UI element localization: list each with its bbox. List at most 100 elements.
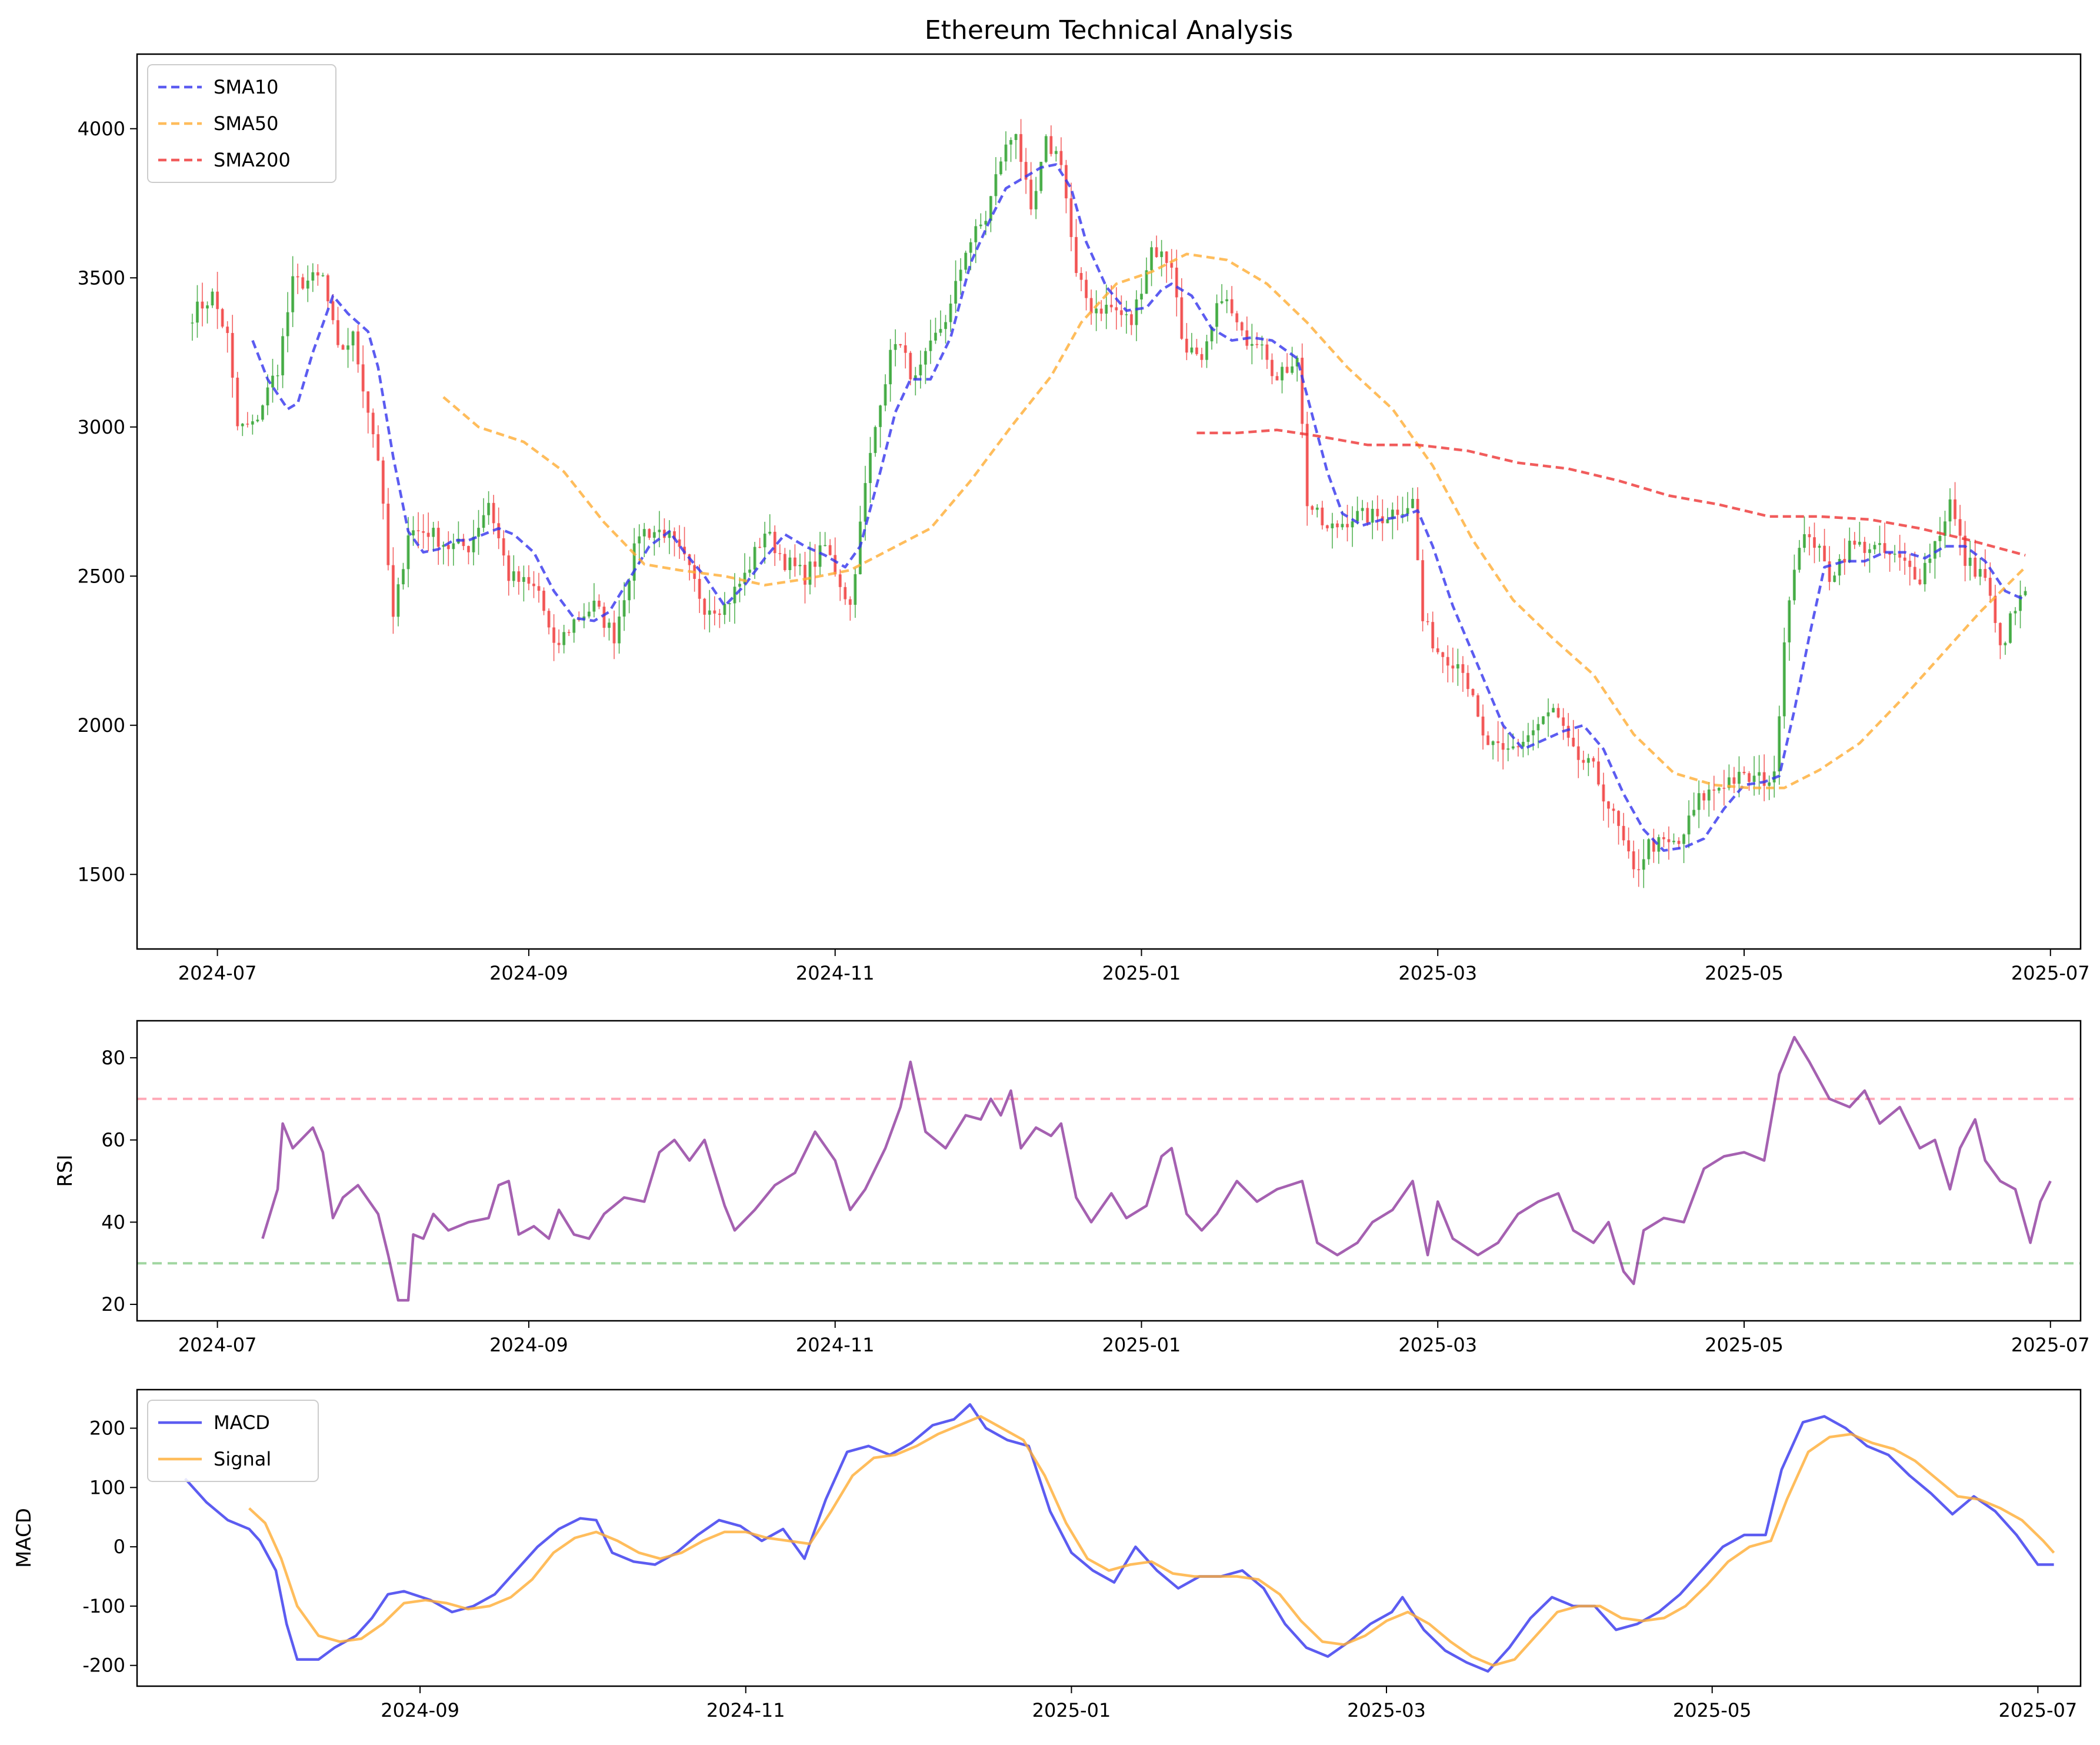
- candle-body: [432, 528, 435, 537]
- candle-body: [1994, 595, 1997, 623]
- candle-body: [416, 530, 420, 531]
- rsi-xtick-label: 2025-03: [1398, 1334, 1477, 1356]
- rsi-line: [261, 1035, 2052, 1302]
- candle-body: [1632, 851, 1635, 870]
- candle-body: [1416, 499, 1419, 561]
- candle-body: [532, 584, 535, 587]
- candle-body: [1089, 298, 1093, 314]
- candle-body: [1536, 724, 1540, 731]
- macd-axes-frame: [136, 1388, 2082, 1687]
- candle-body: [497, 523, 501, 538]
- rsi-xtick-label: 2025-07: [2011, 1334, 2090, 1356]
- price-ytick-label: 4000: [78, 118, 125, 140]
- candle-body: [366, 391, 370, 413]
- candle-body: [1305, 424, 1309, 507]
- candle-body: [1848, 541, 1851, 562]
- candle-body: [723, 604, 726, 615]
- candle-body: [1506, 748, 1510, 750]
- candle-body: [271, 375, 275, 388]
- candle-body: [1281, 367, 1284, 381]
- candle-body: [818, 545, 822, 567]
- candle-body: [949, 304, 952, 322]
- candle-body: [1476, 695, 1480, 717]
- macd-ytick-label: -100: [82, 1595, 125, 1617]
- candle-body: [628, 581, 631, 601]
- candle-body: [1742, 771, 1746, 774]
- candle-body: [452, 543, 455, 550]
- candle-body: [1426, 621, 1429, 622]
- candle-body: [1270, 359, 1274, 377]
- candle-body: [864, 483, 867, 522]
- candle-body: [602, 607, 606, 628]
- candle-body: [1602, 784, 1605, 802]
- candle-body: [1009, 139, 1013, 145]
- macd-ytick-label: 200: [89, 1417, 125, 1440]
- candle-body: [1095, 308, 1098, 314]
- rsi-ylabel: RSI: [54, 1154, 77, 1187]
- candle-body: [221, 309, 224, 327]
- macd-xtick-label: 2024-09: [381, 1699, 459, 1721]
- price-xtick-label: 2024-07: [178, 962, 257, 984]
- candle-body: [1501, 743, 1505, 750]
- candle-body: [346, 345, 350, 350]
- candle-body: [1511, 746, 1515, 749]
- candle-body: [442, 545, 445, 547]
- candle-body: [1180, 297, 1184, 339]
- price-ytick-label: 3000: [78, 416, 125, 438]
- rsi-ytick-label: 80: [101, 1047, 125, 1069]
- candle-body: [1637, 869, 1641, 871]
- candle-body: [527, 577, 531, 584]
- macd-panel: -200 -100 0 100 200 2024-09 2024-11 2025-01 2025…: [12, 1388, 2082, 1721]
- candle-body: [1768, 782, 1771, 786]
- candle-body: [1964, 535, 1967, 566]
- candle-body: [874, 427, 877, 453]
- candle-body: [1853, 541, 1856, 545]
- candle-body: [974, 226, 978, 242]
- candle-body: [1260, 344, 1264, 346]
- price-legend-label: SMA50: [214, 112, 279, 135]
- price-legend-label: SMA200: [214, 149, 291, 171]
- candle-body: [642, 529, 646, 537]
- candle-body: [396, 584, 400, 617]
- candle-body: [1351, 521, 1354, 528]
- candle-body: [889, 349, 892, 385]
- candle-body: [1697, 793, 1701, 810]
- candle-body: [507, 555, 511, 581]
- candle-body: [597, 600, 601, 607]
- candle-body: [924, 351, 927, 365]
- macd-ytick-label: -200: [82, 1654, 125, 1677]
- candle-body: [562, 632, 566, 645]
- candle-body: [834, 555, 837, 575]
- candle-body: [211, 291, 214, 306]
- candle-body: [1135, 299, 1138, 325]
- candle-body: [1190, 347, 1194, 353]
- candle-body: [899, 344, 902, 345]
- price-xtick-label: 2024-09: [489, 962, 568, 984]
- candle-body: [1667, 839, 1671, 842]
- candle-body: [1341, 524, 1344, 528]
- candle-body: [1376, 508, 1379, 517]
- candle-body: [542, 591, 546, 611]
- candle-body: [1978, 569, 1982, 577]
- candle-body: [1396, 509, 1399, 515]
- candle-body: [572, 619, 576, 633]
- candle-body: [1109, 305, 1113, 308]
- candle-body: [1923, 562, 1926, 585]
- candle-body: [1230, 299, 1234, 314]
- candle-body: [854, 574, 857, 605]
- candle-body: [1596, 761, 1600, 785]
- candle-body: [668, 531, 671, 538]
- price-xtick-label: 2025-01: [1102, 962, 1181, 984]
- candle-body: [848, 599, 852, 605]
- candle-body: [934, 332, 937, 341]
- candle-body: [361, 364, 365, 392]
- candle-body: [552, 627, 556, 643]
- candle-body: [1115, 307, 1118, 311]
- candle-body: [1125, 314, 1128, 315]
- macd-legend-label: MACD: [214, 1411, 270, 1434]
- candle-body: [814, 561, 817, 567]
- candle-body: [256, 419, 259, 422]
- candle-body: [1331, 523, 1334, 528]
- candle-body: [778, 553, 782, 554]
